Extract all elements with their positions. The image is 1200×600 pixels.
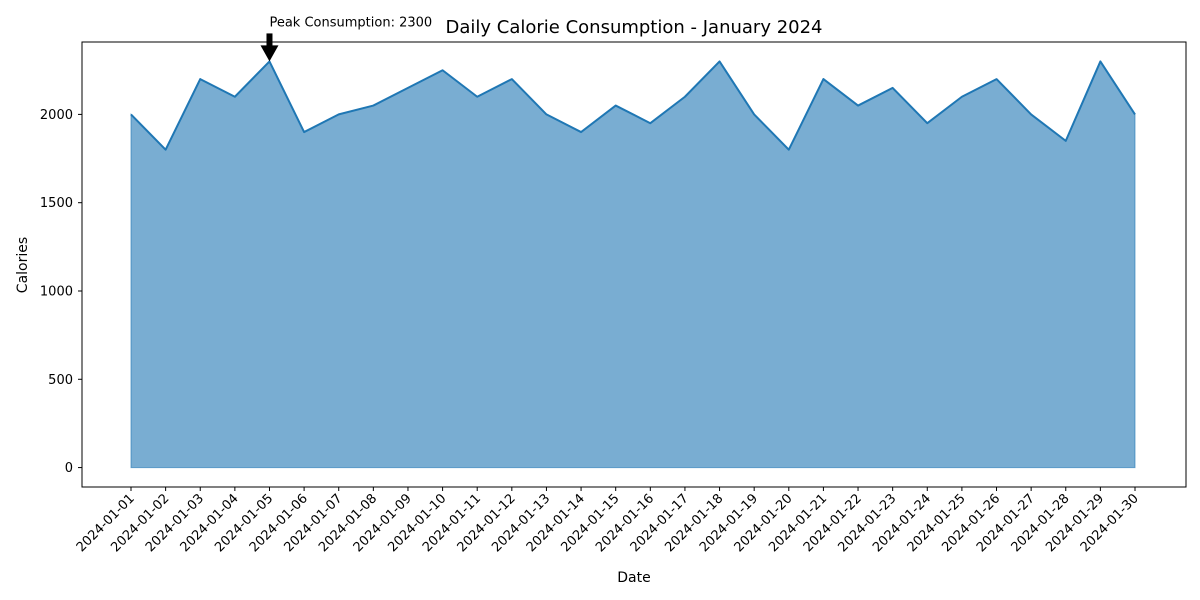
area-line [130,60,1136,151]
x-axis-ticks: 2024-01-012024-01-022024-01-032024-01-04… [74,487,1142,555]
chart-title: Daily Calorie Consumption - January 2024 [446,17,823,38]
annotation-arrow-head [260,45,279,62]
x-axis-label: Date [617,570,650,586]
series-layer [130,60,1136,469]
area-fill [130,60,1136,469]
y-tick-label: 1000 [40,284,73,299]
y-axis-ticks: 0 500 1000 1500 2000 [40,108,82,476]
y-tick-label: 500 [48,373,73,388]
y-tick-label: 0 [65,461,73,476]
y-tick-label: 1500 [40,196,73,211]
plot-frame [81,41,1187,488]
y-axis-label: Calories [15,237,31,293]
y-tick-label: 2000 [40,108,73,123]
peak-annotation: Peak Consumption: 2300 [260,15,432,62]
annotation-text: Peak Consumption: 2300 [269,15,432,30]
